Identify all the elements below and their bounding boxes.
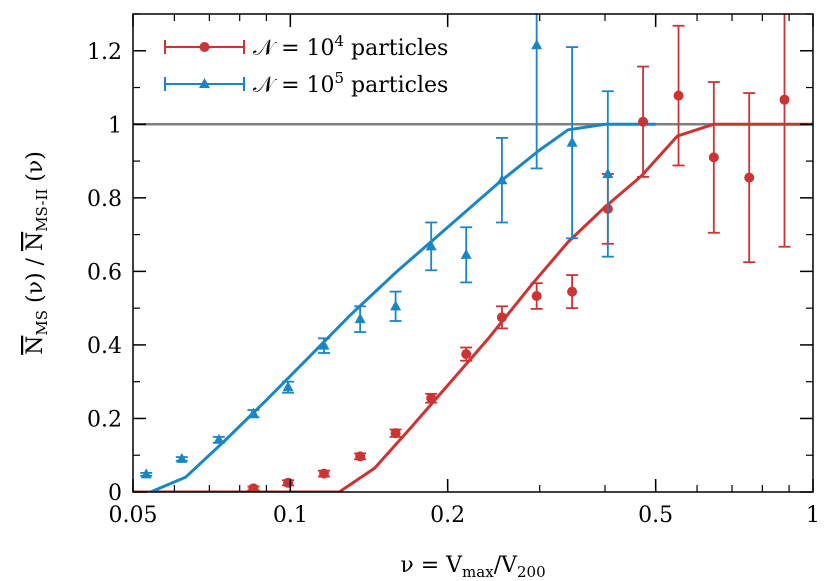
marker-triangle [213,434,224,444]
legend-label-n1e5-exp: 5 [335,69,345,87]
data-point-series-1-11 [531,0,543,168]
fit-line-series-0 [133,124,813,492]
x-tick-label: 0.5 [638,503,673,528]
data-point-series-1-1 [176,453,188,463]
marker-circle [283,478,293,488]
marker-circle [674,91,684,101]
marker-triangle [531,39,542,49]
fit-line-series-1 [133,124,656,499]
data-point-series-1-9 [460,227,472,282]
data-point-series-1-10 [496,138,508,223]
marker-circle [709,152,719,162]
marker-triangle [355,313,366,323]
y-axis-label: NMS (ν) / NMS-II (ν) [23,151,51,355]
marker-circle [532,291,542,301]
marker-circle [744,173,754,183]
data-point-series-0-13 [708,82,720,233]
x-tick-label: 1 [806,503,820,528]
x-tick-label: 0.2 [430,503,465,528]
marker-triangle [461,249,472,259]
legend: 𝒩 = 104 particles 𝒩 = 105 particles [165,32,448,98]
y-tick-label: 0.8 [87,187,122,212]
legend-label-n1e4-prefix: 𝒩 = 10 [253,36,335,61]
svg-text:𝒩 = 105 particles: 𝒩 = 105 particles [253,69,448,98]
data-point-series-0-14 [743,93,755,262]
x-tick-label: 0.05 [109,503,158,528]
marker-circle [319,469,329,479]
data-point-series-1-0 [140,468,152,478]
marker-triangle [390,300,401,310]
marker-triangle [602,168,613,178]
y-ticks: 0 0.2 0.4 0.6 0.8 1 1.2 [87,14,813,506]
svg-text:NMS (ν) / NMS-II (ν): NMS (ν) / NMS-II (ν) [23,151,51,355]
data-point-series-0-8 [531,283,543,309]
y-tick-label: 0.4 [87,334,122,359]
y-tick-label: 0.6 [87,260,122,285]
marker-circle [355,451,365,461]
data-point-series-1-12 [566,47,578,238]
legend-label-n1e4-exp: 4 [335,32,345,50]
marker-triangle [567,137,578,147]
x-tick-label: 0.1 [273,503,308,528]
y-tick-label: 1 [108,113,122,138]
legend-label-n1e5-prefix: 𝒩 = 10 [253,73,335,98]
y-tick-label: 0 [108,481,122,506]
x-axis-label: ν = Vmax/V200 [400,553,545,581]
fit-lines-layer [133,124,813,499]
marker-circle [779,95,789,105]
data-points-layer [140,0,790,493]
legend-label-n1e4-suffix: particles [344,36,448,61]
y-tick-label: 0.2 [87,407,122,432]
data-point-series-0-1 [282,478,294,488]
data-point-series-0-12 [673,26,685,166]
data-point-series-0-2 [318,469,330,479]
data-point-series-1-3 [247,408,259,418]
legend-label-n1e5-suffix: particles [344,73,448,98]
data-point-series-0-11 [637,67,649,177]
data-point-series-0-9 [566,275,578,308]
data-point-series-0-3 [354,451,366,461]
legend-entry-n1e5: 𝒩 = 105 particles [165,69,448,98]
marker-circle [391,428,401,438]
data-point-series-1-2 [213,434,225,444]
y-tick-label: 1.2 [87,40,122,65]
marker-circle [461,349,471,359]
legend-entry-n1e4: 𝒩 = 104 particles [165,32,448,61]
marker-circle [567,287,577,297]
marker-circle [497,312,507,322]
data-point-series-1-7 [390,292,402,321]
legend-marker-circle [200,42,210,52]
svg-text:𝒩 = 104 particles: 𝒩 = 104 particles [253,32,448,61]
plot-frame [133,14,813,492]
data-point-series-0-4 [390,428,402,438]
marker-circle [426,393,436,403]
marker-circle [638,117,648,127]
